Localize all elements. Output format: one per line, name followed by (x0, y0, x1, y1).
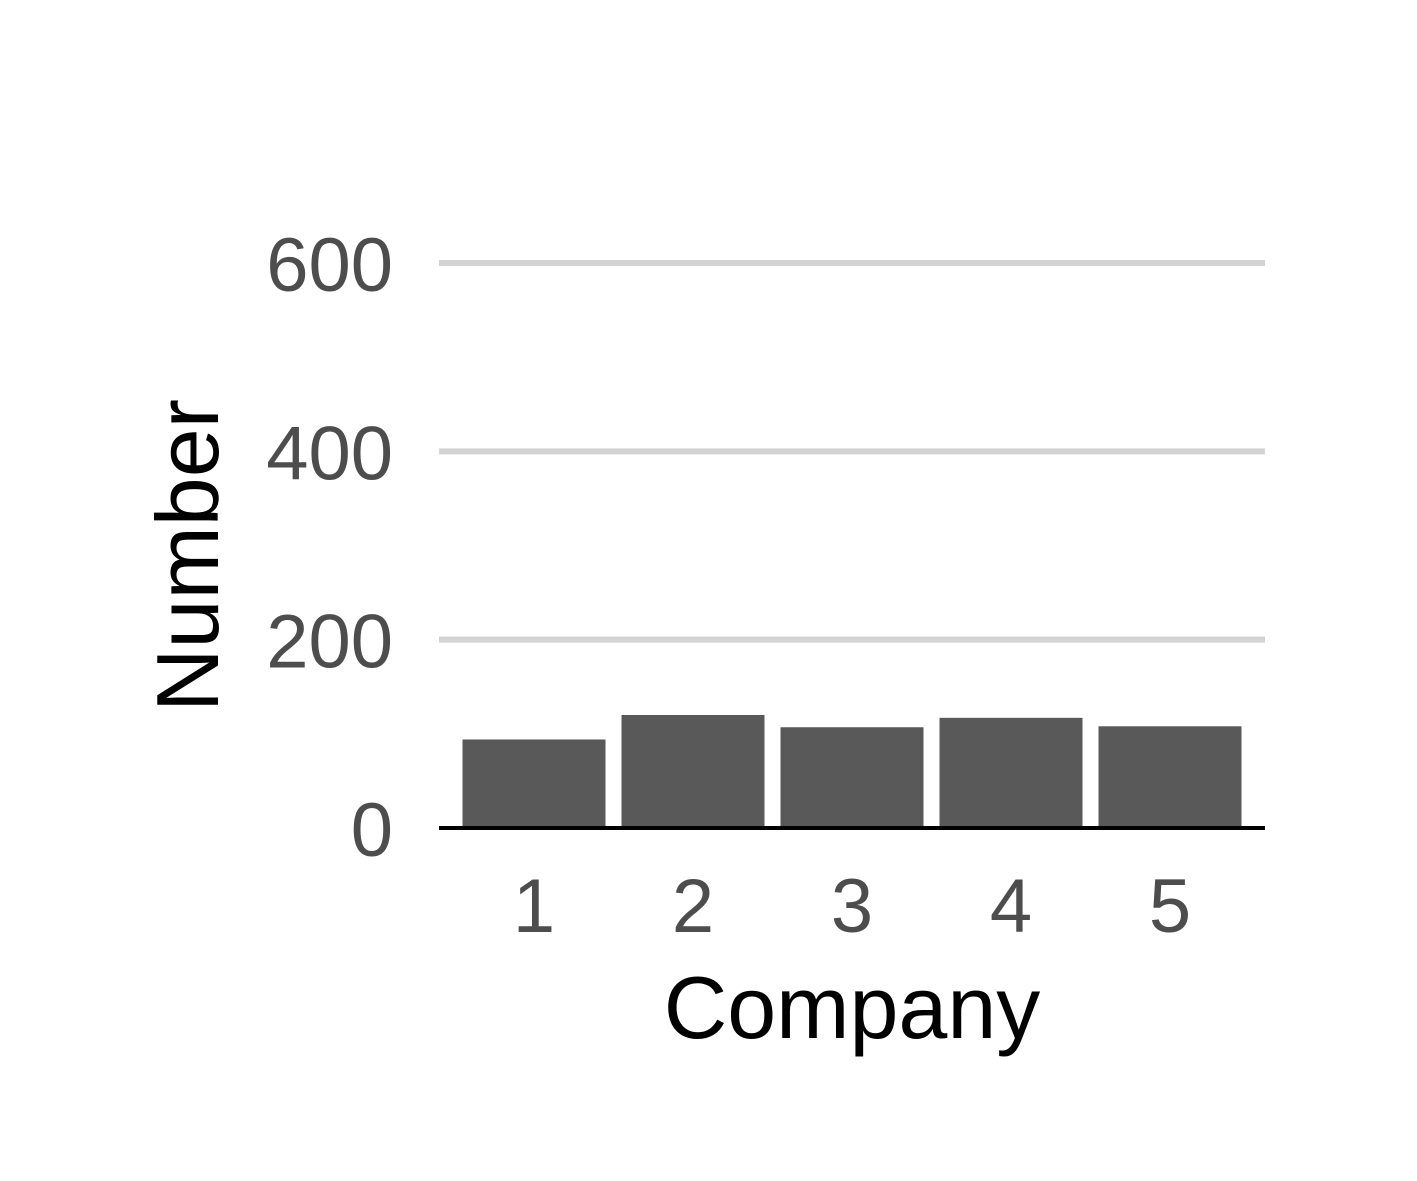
x-tick-label: 2 (672, 864, 714, 949)
x-tick-label: 4 (990, 864, 1032, 949)
gridlines (439, 260, 1265, 643)
bar-company-5 (1098, 726, 1242, 828)
y-axis-title: Number (138, 399, 237, 712)
y-tick-label: 600 (266, 223, 393, 308)
x-axis-title: Company (664, 958, 1041, 1057)
x-tick-label: 1 (513, 864, 555, 949)
bars (462, 715, 1242, 828)
bar-company-2 (621, 715, 765, 828)
y-tick-label: 400 (266, 411, 393, 496)
bar-company-3 (780, 727, 924, 828)
y-tick-label: 200 (266, 600, 393, 685)
bar-company-4 (939, 717, 1083, 828)
x-tick-labels: 1 2 3 4 5 (513, 864, 1191, 949)
bar-company-1 (462, 739, 606, 828)
x-tick-label: 3 (831, 864, 873, 949)
x-tick-label: 5 (1149, 864, 1191, 949)
y-tick-labels: 0 200 400 600 (266, 223, 393, 873)
y-tick-label: 0 (351, 788, 393, 873)
